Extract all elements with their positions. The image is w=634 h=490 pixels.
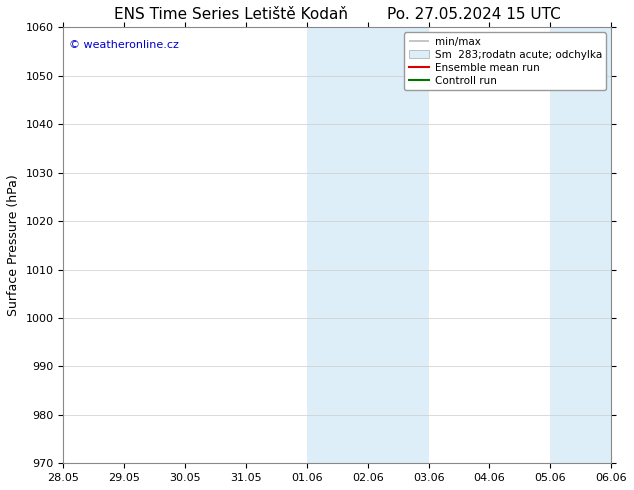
Title: ENS Time Series Letiště Kodaň        Po. 27.05.2024 15 UTC: ENS Time Series Letiště Kodaň Po. 27.05.… bbox=[114, 7, 560, 22]
Legend: min/max, Sm  283;rodatn acute; odchylka, Ensemble mean run, Controll run: min/max, Sm 283;rodatn acute; odchylka, … bbox=[404, 32, 606, 90]
Text: © weatheronline.cz: © weatheronline.cz bbox=[69, 40, 179, 50]
Bar bbox=[307, 27, 429, 464]
Y-axis label: Surface Pressure (hPa): Surface Pressure (hPa) bbox=[7, 174, 20, 316]
Bar bbox=[550, 27, 611, 464]
